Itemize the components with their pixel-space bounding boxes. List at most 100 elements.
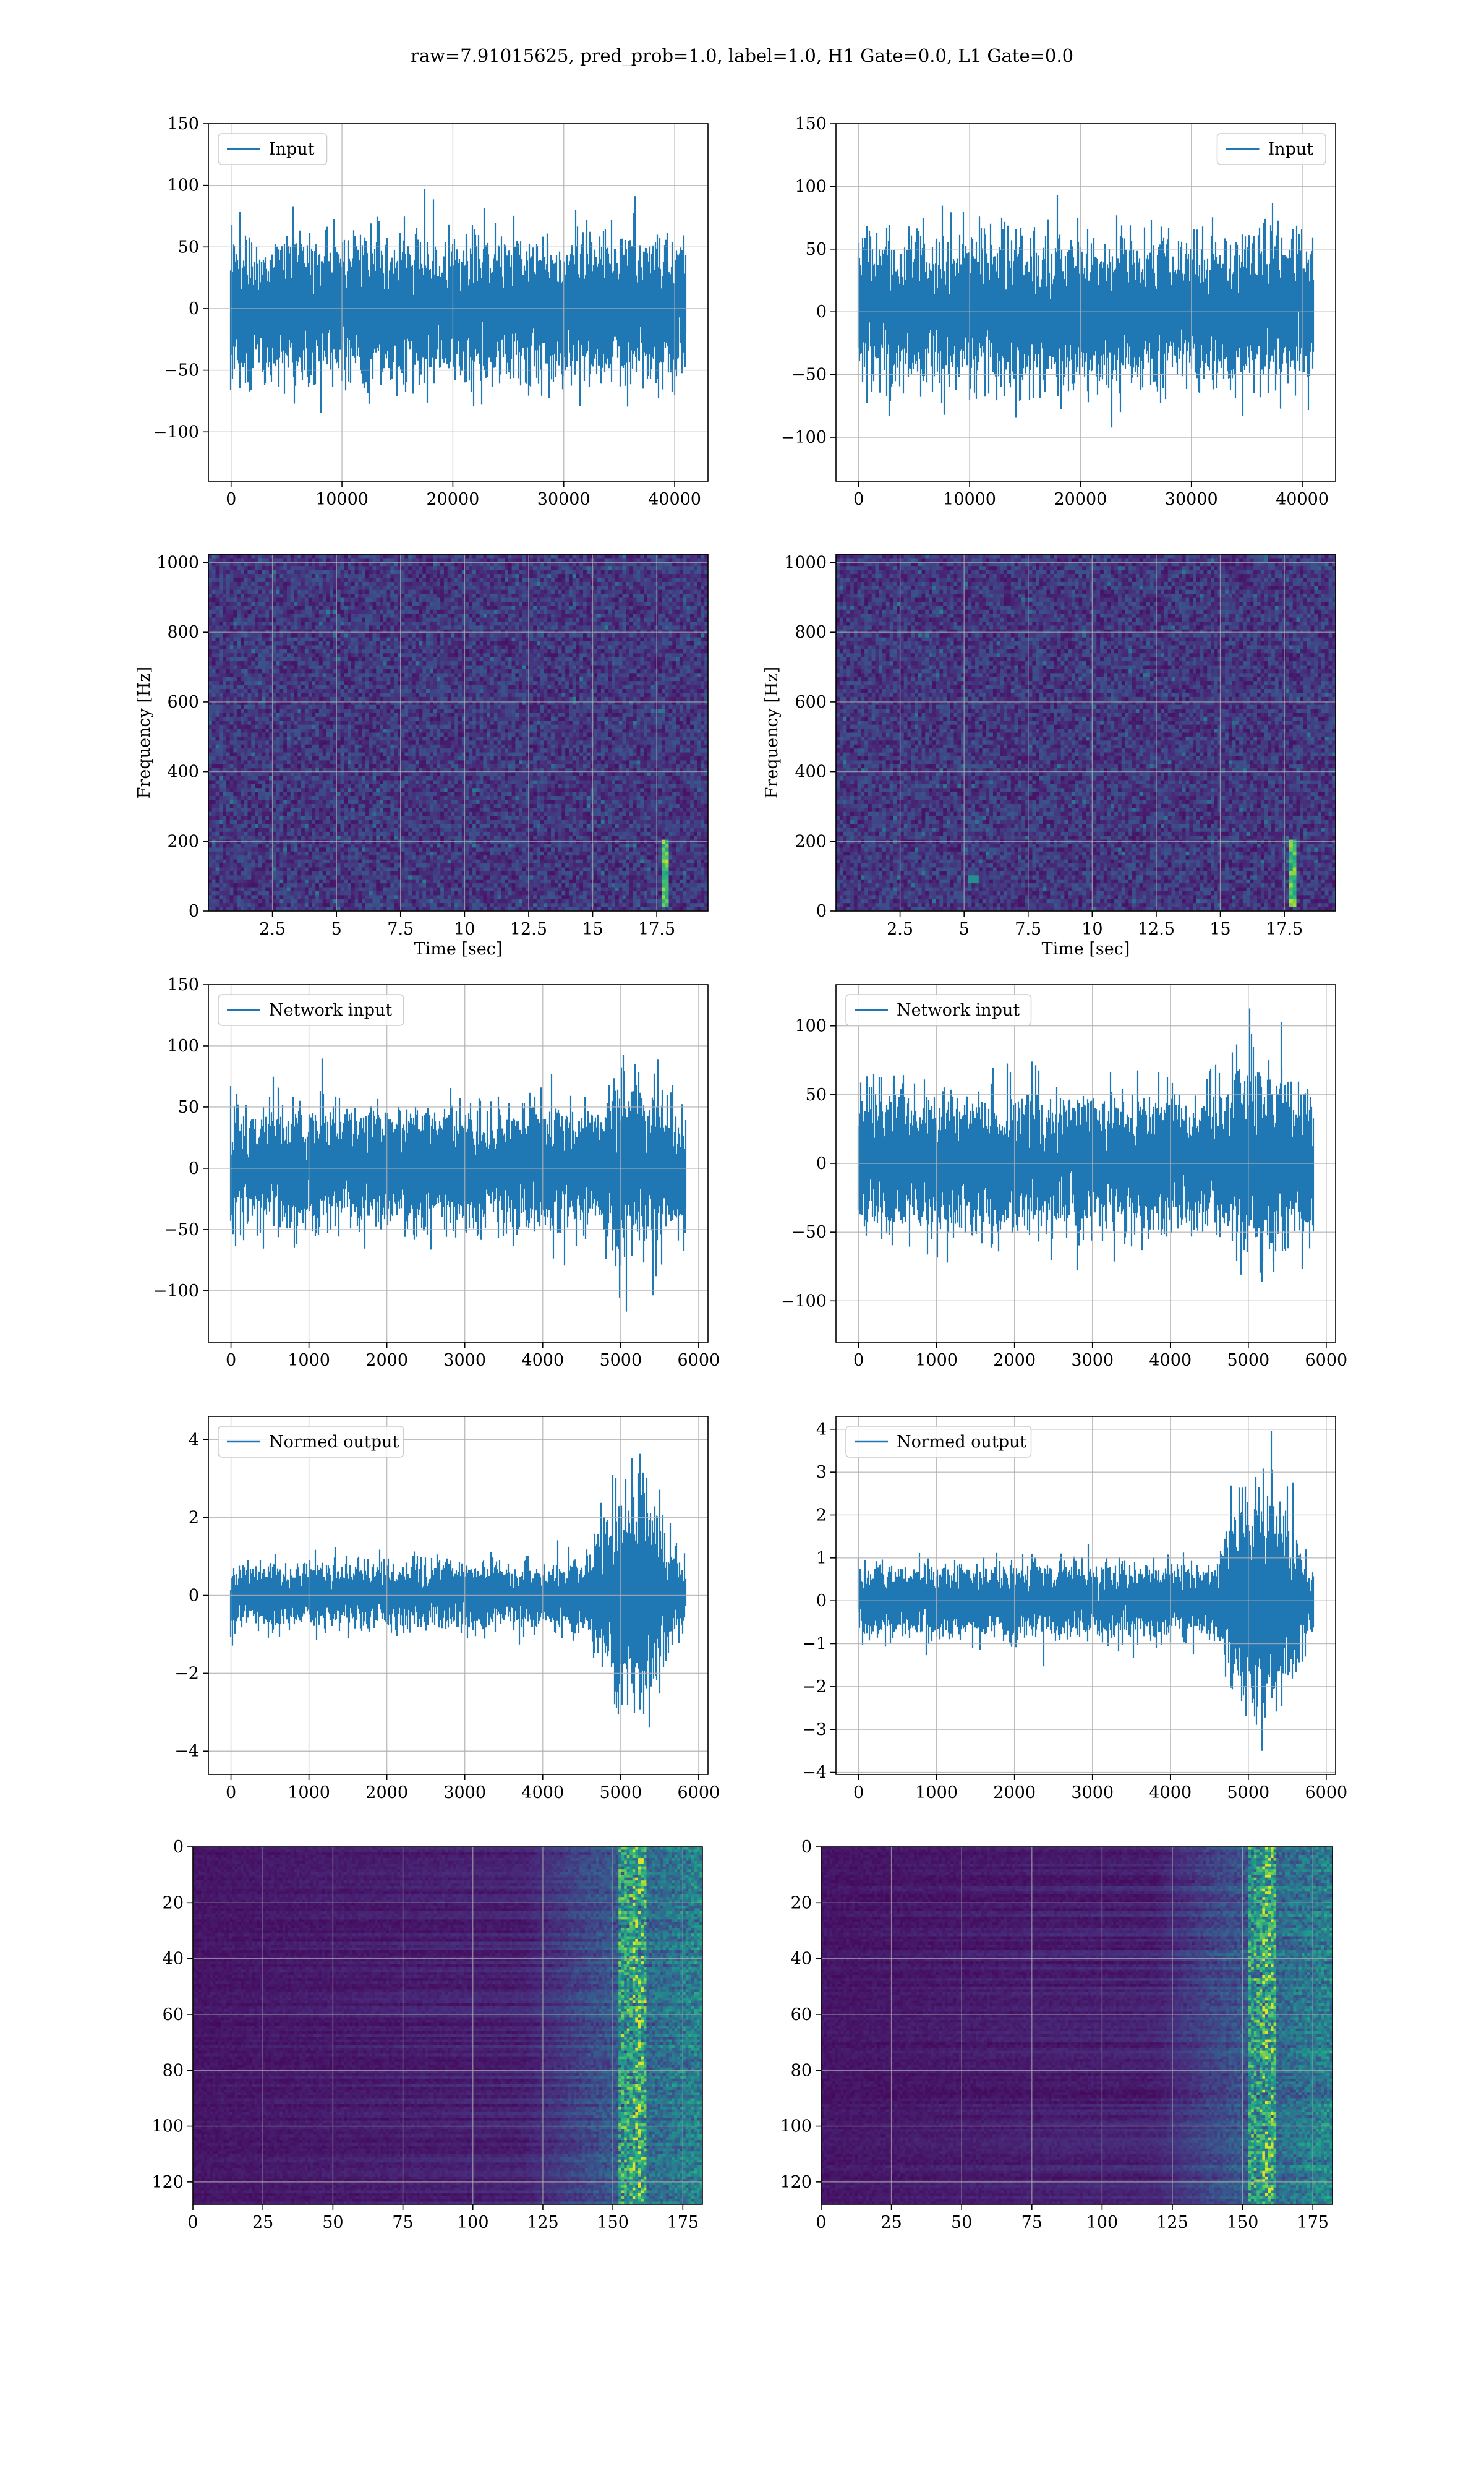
heatmap-cell	[451, 633, 454, 638]
heatmap-cell	[480, 657, 484, 662]
heatmap-cell	[640, 669, 644, 674]
heatmap-cell	[291, 661, 294, 666]
heatmap-cell	[208, 693, 212, 697]
heatmap-cell	[676, 657, 680, 662]
heatmap-cell	[480, 606, 484, 610]
heatmap-cell	[241, 554, 244, 559]
heatmap-cell	[305, 669, 309, 674]
heatmap-cell	[394, 645, 398, 649]
heatmap-cell	[597, 661, 601, 666]
heatmap-cell	[594, 641, 597, 646]
heatmap-cell	[394, 578, 398, 582]
heatmap-cell	[226, 586, 230, 590]
heatmap-cell	[462, 673, 466, 677]
heatmap-cell	[344, 677, 348, 682]
heatmap-cell	[680, 689, 683, 693]
heatmap-cell	[612, 666, 615, 670]
heatmap-cell	[419, 578, 423, 582]
heatmap-cell	[576, 638, 579, 642]
heatmap-cell	[594, 614, 597, 618]
heatmap-cell	[608, 618, 612, 622]
heatmap-cell	[501, 661, 505, 666]
heatmap-cell	[601, 641, 605, 646]
heatmap-cell	[601, 618, 605, 622]
heatmap-cell	[351, 622, 355, 626]
heatmap-cell	[591, 673, 594, 677]
heatmap-cell	[573, 598, 576, 602]
heatmap-cell	[305, 554, 309, 559]
heatmap-cell	[662, 630, 665, 634]
heatmap-cell	[644, 645, 647, 649]
heatmap-cell	[579, 618, 583, 622]
heatmap-cell	[651, 598, 655, 602]
heatmap-cell	[276, 606, 280, 610]
heatmap-cell	[558, 633, 562, 638]
heatmap-cell	[608, 566, 612, 570]
heatmap-cell	[309, 606, 312, 610]
heatmap-cell	[341, 653, 344, 657]
heatmap-cell	[454, 582, 458, 586]
heatmap-cell	[380, 594, 383, 598]
heatmap-cell	[312, 590, 315, 594]
heatmap-cell	[326, 602, 330, 606]
heatmap-cell	[605, 673, 608, 677]
heatmap-cell	[558, 673, 562, 677]
heatmap-cell	[633, 677, 637, 682]
heatmap-cell	[351, 590, 355, 594]
heatmap-cell	[544, 602, 548, 606]
heatmap-cell	[487, 586, 490, 590]
heatmap-cell	[444, 673, 448, 677]
heatmap-cell	[233, 673, 237, 677]
heatmap-cell	[690, 586, 694, 590]
heatmap-cell	[244, 669, 248, 674]
heatmap-cell	[448, 673, 451, 677]
heatmap-cell	[255, 610, 258, 614]
heatmap-cell	[672, 566, 676, 570]
heatmap-cell	[665, 570, 669, 575]
heatmap-cell	[594, 610, 597, 614]
heatmap-cell	[208, 649, 212, 654]
heatmap-cell	[651, 610, 655, 614]
heatmap-cell	[683, 657, 687, 662]
heatmap-cell	[419, 673, 423, 677]
heatmap-cell	[583, 641, 587, 646]
heatmap-cell	[512, 625, 516, 630]
heatmap-cell	[515, 666, 519, 670]
heatmap-cell	[212, 641, 216, 646]
heatmap-cell	[365, 657, 369, 662]
heatmap-cell	[508, 578, 512, 582]
heatmap-cell	[526, 602, 530, 606]
heatmap-cell	[230, 594, 234, 598]
heatmap-cell	[233, 582, 237, 586]
heatmap-cell	[472, 566, 476, 570]
heatmap-cell	[426, 666, 430, 670]
heatmap-cell	[401, 582, 405, 586]
heatmap-cell	[408, 649, 412, 654]
heatmap-cell	[551, 677, 555, 682]
heatmap-cell	[212, 602, 216, 606]
heatmap-cell	[508, 630, 512, 634]
heatmap-cell	[337, 633, 341, 638]
heatmap-cell	[480, 649, 484, 654]
heatmap-cell	[690, 598, 694, 602]
heatmap-cell	[408, 673, 412, 677]
heatmap-cell	[279, 582, 283, 586]
heatmap-cell	[669, 633, 673, 638]
heatmap-cell	[241, 578, 244, 582]
heatmap-cell	[615, 570, 619, 575]
heatmap-cell	[337, 673, 341, 677]
heatmap-cell	[490, 558, 494, 562]
heatmap-cell	[551, 578, 555, 582]
heatmap-cell	[312, 618, 315, 622]
heatmap-cell	[662, 578, 665, 582]
heatmap-cell	[430, 657, 433, 662]
heatmap-cell	[547, 685, 551, 690]
heatmap-cell	[533, 610, 537, 614]
heatmap-cell	[351, 570, 355, 575]
heatmap-cell	[605, 606, 608, 610]
heatmap-cell	[348, 689, 351, 693]
heatmap-cell	[640, 638, 644, 642]
heatmap-cell	[276, 630, 280, 634]
heatmap-cell	[591, 558, 594, 562]
heatmap-cell	[358, 653, 362, 657]
